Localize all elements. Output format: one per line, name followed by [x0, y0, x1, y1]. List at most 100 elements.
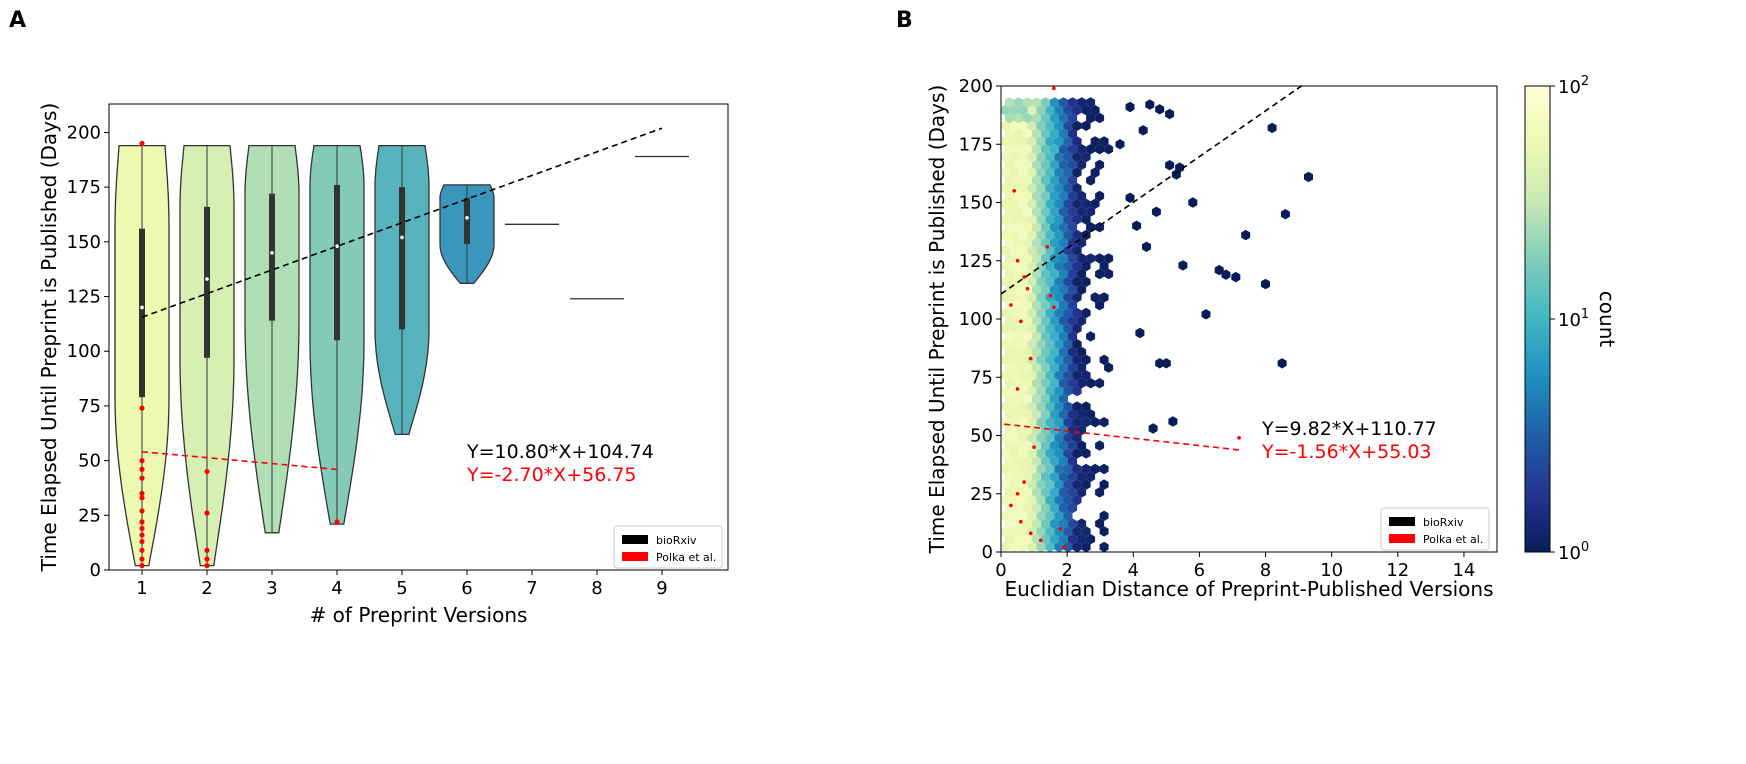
panel-b-hex-cell — [1090, 417, 1100, 428]
panel-b-hex-cell — [1050, 222, 1059, 233]
panel-label-b: B — [896, 8, 913, 33]
panel-b-hex-cell — [1018, 167, 1028, 178]
panel-b-hex-cell — [1041, 487, 1050, 498]
panel-b-hex-cell — [1059, 300, 1068, 311]
panel-b-hex-cell — [1050, 144, 1059, 155]
panel-b-hex-cell — [1036, 276, 1046, 287]
panel-b-hex-cell — [1014, 128, 1023, 139]
panel-b-outlier-hex — [1165, 108, 1175, 120]
panel-b-hex-cell — [1009, 214, 1019, 225]
panel-b-hex-cell — [1099, 354, 1109, 365]
panel-b-hex-cell — [1072, 526, 1082, 537]
panel-b-hex-cell — [1000, 276, 1010, 287]
panel-b-polka-point — [1028, 531, 1033, 536]
panel-b-hex-cell — [1005, 268, 1014, 280]
panel-b-hex-cell — [1059, 175, 1068, 186]
panel-b-hex-cell — [1054, 479, 1064, 490]
panel-b-hex-cell — [1045, 354, 1055, 365]
panel-b-hex-cell — [1005, 393, 1014, 404]
panel-b-hex-cell — [1041, 378, 1050, 389]
panel-b-hex-cell — [1009, 292, 1019, 303]
panel-b-hex-cell — [1000, 245, 1010, 256]
panel-b-hex-cell — [1000, 479, 1010, 490]
panel-b-hex-cell — [1045, 183, 1055, 194]
panel-b-outlier-hex — [1277, 358, 1287, 369]
panel-a-fit-line-polka — [141, 450, 338, 471]
panel-b-hex-cell — [1032, 284, 1041, 295]
panel-b-hex-cell — [1041, 440, 1050, 451]
panel-b-hex-cell — [1045, 292, 1055, 303]
panel-a-polka-point — [204, 547, 210, 553]
panel-b-hex-cell — [1063, 510, 1073, 521]
panel-b-hex-cell — [1018, 136, 1028, 147]
panel-b-hex-cell — [1005, 378, 1014, 389]
panel-b-hex-cell — [1045, 432, 1055, 443]
panel-b-hex-cell — [1032, 159, 1041, 170]
panel-b-polka-point — [1028, 356, 1033, 361]
panel-b-hex-cell — [1005, 346, 1014, 358]
panel-b-hex-cell — [1009, 198, 1019, 209]
panel-b-hex-cell — [1050, 440, 1059, 451]
panel-b-hex-cell — [1032, 128, 1041, 139]
panel-b-ytick-label: 50 — [970, 426, 993, 447]
panel-b-hex-cell — [1090, 198, 1100, 209]
panel-b-hex-cell — [1041, 456, 1050, 467]
panel-b-hex-cell — [1032, 378, 1041, 389]
panel-b-hex-cell — [1000, 229, 1010, 241]
panel-b-outlier-hex — [1241, 229, 1251, 241]
panel-b-hex-cell — [1041, 268, 1050, 280]
panel-b-xtick-label: 4 — [1128, 560, 1139, 581]
panel-b-outlier-hex — [1145, 99, 1155, 110]
panel-b-hex-cell — [1068, 175, 1078, 186]
panel-b-polka-point — [1237, 436, 1241, 440]
panel-b-hex-cell — [1072, 339, 1082, 350]
panel-b-hex-cell — [1063, 385, 1073, 397]
panel-b-hex-cell — [1095, 268, 1105, 280]
panel-b-hex-cell — [1072, 136, 1082, 147]
panel-b-hex-cell — [1050, 331, 1059, 342]
panel-b-hex-cell — [1054, 245, 1064, 256]
panel-b-hex-cell — [1072, 105, 1082, 116]
panel-b-hex-cell — [1072, 479, 1082, 490]
panel-b-hex-cell — [1063, 276, 1073, 287]
panel-b-hex-cell — [1027, 183, 1037, 194]
panel-b-hex-cell — [1036, 183, 1046, 194]
panel-a-iqr-box-5 — [399, 187, 405, 330]
panel-b-hex-cell — [1095, 518, 1105, 529]
panel-b-legend-swatch-biorxiv — [1389, 517, 1415, 526]
panel-b-hex-cell — [1023, 97, 1032, 108]
panel-b-hex-cell — [1072, 417, 1082, 428]
panel-a-y-axis-label: Time Elapsed Until Preprint is Published… — [37, 103, 61, 573]
panel-a-polka-point — [139, 563, 145, 569]
panel-b-outlier-hex — [1231, 271, 1241, 283]
panel-b-hex-cell — [1054, 323, 1064, 334]
panel-b-hex-cell — [1059, 409, 1068, 420]
panel-b-hex-cell — [1014, 346, 1023, 358]
panel-b-hex-cell — [1041, 97, 1050, 108]
panel-b-hex-cell — [1072, 401, 1082, 412]
panel-b-hex-cell — [1054, 339, 1064, 350]
panel-b-hex-cell — [1081, 370, 1091, 381]
panel-b-hex-cell — [1063, 136, 1073, 147]
panel-b-hex-cell — [1023, 409, 1032, 420]
panel-b-hex-cell — [1059, 362, 1068, 373]
panel-b-hex-cell — [1068, 190, 1078, 202]
panel-b-hex-cell — [1023, 346, 1032, 358]
panel-a-polka-point — [139, 556, 145, 562]
panel-b-hex-cell — [1032, 487, 1041, 498]
panel-a-equation-polka: Y=-2.70*X+56.75 — [466, 464, 637, 486]
panel-b-hex-cell — [1081, 479, 1091, 490]
panel-b-hex-cell — [1032, 502, 1041, 514]
panel-b-hex-cell — [1005, 253, 1014, 264]
panel-a-polka-point — [139, 466, 145, 472]
panel-b-hex-cell — [1095, 378, 1105, 389]
panel-b-hex-cell — [1023, 159, 1032, 170]
panel-b-hex-cell — [1045, 370, 1055, 381]
panel-b-hex-cell — [1068, 518, 1078, 529]
panel-a-polka-point — [139, 519, 145, 525]
panel-b-polka-point — [1015, 258, 1020, 263]
panel-b-hex-cell — [1023, 190, 1032, 202]
panel-b-hex-cell — [1041, 159, 1050, 170]
panel-b-hex-cell — [1054, 292, 1064, 303]
panel-b-hex-cell — [1032, 409, 1041, 420]
